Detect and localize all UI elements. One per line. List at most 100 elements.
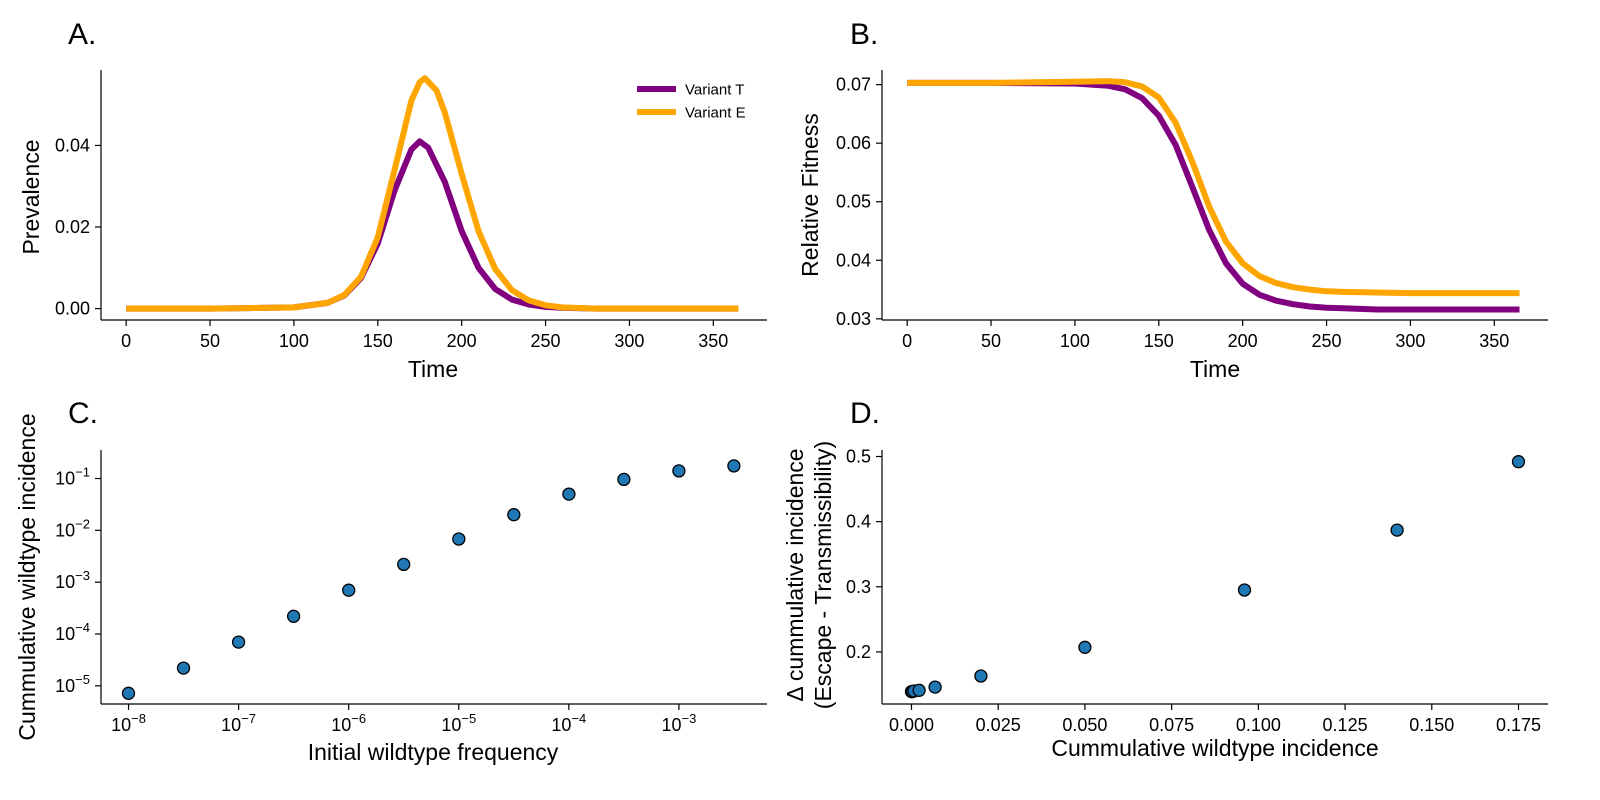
x-tick-label: 150 <box>1144 331 1174 351</box>
scatter-point <box>1237 583 1252 597</box>
x-tick-label: 300 <box>614 331 644 351</box>
y-tick-label: 10−5 <box>55 672 90 696</box>
x-tick-label: 0.025 <box>976 715 1021 735</box>
y-tick-label: 0.3 <box>846 577 871 597</box>
x-tick-label: 350 <box>698 331 728 351</box>
x-tick-label: 0.050 <box>1062 715 1107 735</box>
panel-a-label: A. <box>68 18 96 51</box>
y-tick-label: 0.05 <box>836 192 871 212</box>
x-tick-label: 0 <box>902 331 912 351</box>
panel-a-legend: Variant T Variant E <box>637 82 746 122</box>
x-tick-label: 10−8 <box>111 711 146 735</box>
panel-d-ylabel-line-1: Δ cummulative incidence <box>782 448 808 701</box>
x-tick-label: 10−6 <box>331 711 366 735</box>
x-tick-label: 50 <box>200 331 220 351</box>
x-tick-label: 300 <box>1395 331 1425 351</box>
panel-c-yticks: 10−5 10−4 10−3 10−2 10−1 <box>55 465 101 696</box>
y-tick-label: 10−2 <box>55 516 90 540</box>
series-line-variant-t <box>126 138 739 312</box>
y-tick-label: 0.03 <box>836 309 871 329</box>
scatter-point <box>1078 640 1092 654</box>
panel-b: B. Time Relative Fitness 0 50 100 150 200 250… <box>797 18 1548 382</box>
scatter-point <box>342 583 356 597</box>
panel-d: D. Cummulative wildtype incidence Δ cumm… <box>782 397 1548 761</box>
y-tick-label: 10−4 <box>55 620 90 644</box>
x-tick-label: 50 <box>981 331 1001 351</box>
y-tick-label: 0.02 <box>55 217 90 237</box>
scatter-point <box>974 669 988 683</box>
y-tick-label: 0.2 <box>846 642 871 662</box>
scatter-point <box>727 459 741 473</box>
x-tick-label: 0.175 <box>1496 715 1541 735</box>
x-tick-label: 100 <box>279 331 309 351</box>
scatter-point <box>231 635 246 649</box>
panel-c-ylabel: Cummulative wildtype incidence <box>14 413 40 740</box>
y-tick-label: 0.07 <box>836 75 871 95</box>
scatter-point <box>452 532 466 546</box>
scatter-point <box>617 472 631 487</box>
x-tick-label: 0.100 <box>1236 715 1281 735</box>
x-tick-label: 200 <box>1228 331 1258 351</box>
y-tick-label: 0.00 <box>55 299 90 319</box>
x-tick-label: 250 <box>531 331 561 351</box>
scatter-point <box>397 557 411 572</box>
panel-b-series <box>907 78 1520 313</box>
panel-a-series <box>126 75 739 312</box>
x-tick-label: 10−3 <box>662 711 697 735</box>
x-tick-label: 150 <box>363 331 393 351</box>
panel-b-xlabel: Time <box>1190 356 1240 382</box>
series-line-variant-t <box>907 79 1520 313</box>
panel-d-ylabel-line-2: (Escape - Transmissibility) <box>810 441 836 709</box>
panel-c-label: C. <box>68 397 98 430</box>
panel-a-ylabel: Prevalence <box>18 139 44 254</box>
panel-c: C. Initial wildtype frequency Cummulativ… <box>14 397 767 765</box>
series-line-variant-e <box>907 78 1520 297</box>
y-tick-label: 0.04 <box>836 250 871 270</box>
legend-label-variant-t: Variant T <box>685 82 744 99</box>
series-line-variant-e <box>126 75 739 312</box>
x-tick-label: 0.000 <box>889 715 934 735</box>
x-tick-label: 10−4 <box>551 711 586 735</box>
panel-d-label: D. <box>850 397 880 430</box>
y-tick-label: 0.06 <box>836 133 871 153</box>
panel-a-yticks: 0.00 0.02 0.04 <box>55 135 101 319</box>
panel-b-xticks: 0 50 100 150 200 250 300 350 <box>902 320 1509 351</box>
x-tick-label: 100 <box>1060 331 1090 351</box>
panel-a-xlabel: Time <box>408 356 458 382</box>
scatter-point <box>672 464 686 478</box>
scatter-point <box>928 680 942 694</box>
scatter-point <box>1511 455 1526 469</box>
x-tick-label: 0 <box>121 331 131 351</box>
panel-a: A. Time Prevalence 0 50 100 150 200 250 300 350… <box>18 18 767 382</box>
panel-c-points <box>121 459 741 700</box>
x-tick-label: 0.150 <box>1409 715 1454 735</box>
x-tick-label: 10−5 <box>441 711 476 735</box>
panel-a-xticks: 0 50 100 150 200 250 300 350 <box>121 320 728 351</box>
panel-b-yticks: 0.03 0.04 0.05 0.06 0.07 <box>836 75 882 329</box>
x-tick-label: 0.075 <box>1149 715 1194 735</box>
scatter-point <box>507 508 521 522</box>
panel-b-label: B. <box>850 18 878 51</box>
x-tick-label: 200 <box>447 331 477 351</box>
y-tick-label: 0.04 <box>55 135 90 155</box>
scatter-point <box>1390 523 1404 537</box>
x-tick-label: 10−7 <box>221 711 256 735</box>
legend-label-variant-e: Variant E <box>685 105 746 122</box>
panel-d-yticks: 0.2 0.3 0.4 0.5 <box>846 447 882 662</box>
y-tick-label: 0.4 <box>846 512 871 532</box>
x-tick-label: 350 <box>1479 331 1509 351</box>
scatter-point <box>286 609 301 623</box>
scatter-point <box>912 683 926 697</box>
panel-c-xticks: 10−8 10−7 10−6 10−5 10−4 10−3 <box>111 704 696 735</box>
x-tick-label: 250 <box>1312 331 1342 351</box>
y-tick-label: 10−1 <box>55 465 90 489</box>
panel-d-xlabel: Cummulative wildtype incidence <box>1051 735 1378 761</box>
y-tick-label: 0.5 <box>846 447 871 467</box>
y-tick-label: 10−3 <box>55 568 90 592</box>
panel-d-points <box>904 455 1526 699</box>
scatter-point <box>121 686 136 700</box>
x-tick-label: 0.125 <box>1323 715 1368 735</box>
panel-b-ylabel: Relative Fitness <box>797 113 823 277</box>
panel-c-xlabel: Initial wildtype frequency <box>308 739 559 765</box>
